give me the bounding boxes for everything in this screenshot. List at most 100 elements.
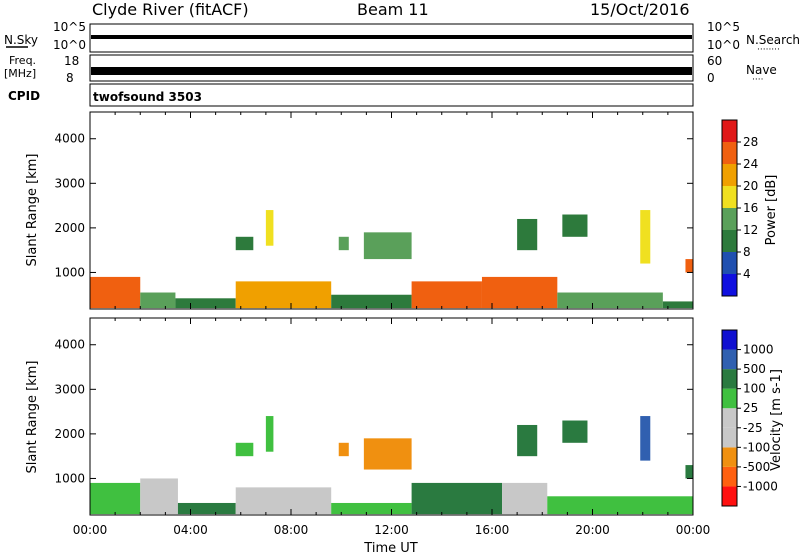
power-ytick-label: 4000 — [54, 132, 85, 146]
power-colorbar-tick-label: 4 — [743, 267, 751, 281]
velocity-cell — [331, 502, 412, 515]
nave-dots: ···· — [752, 75, 763, 85]
velocity-cell — [140, 478, 178, 515]
nsky-label: N.Sky — [4, 33, 38, 47]
velocity-colorbar-segment — [722, 349, 737, 370]
power-colorbar-segment — [722, 208, 737, 230]
freq-trace — [91, 67, 692, 75]
velocity-colorbar-tick-label: -500 — [743, 460, 770, 474]
freq-tick-bottom: 8 — [66, 71, 74, 85]
power-ytick-label: 3000 — [54, 176, 85, 190]
power-cell — [338, 236, 349, 251]
velocity-cell — [235, 487, 332, 515]
velocity-colorbar-segment — [722, 408, 737, 428]
power-cell — [481, 276, 558, 309]
velocity-cell — [685, 465, 693, 479]
velocity-cell — [562, 420, 588, 443]
power-cell — [562, 214, 588, 237]
freq-unit: [MHz] — [4, 67, 36, 80]
nave-tick-top: 60 — [707, 54, 722, 68]
date-title: 15/Oct/2016 — [590, 0, 690, 19]
velocity-cell — [235, 442, 254, 457]
velocity-cell — [363, 438, 412, 470]
time-tick-label: 00:00 — [73, 523, 108, 537]
velocity-cell — [502, 482, 548, 515]
velocity-ytick-label: 4000 — [54, 338, 85, 352]
velocity-colorbar-segment — [722, 466, 737, 487]
nsearch-tick-bottom: 10^0 — [707, 38, 740, 52]
nsearch-label: N.Search — [746, 33, 800, 47]
power-cell — [235, 236, 254, 251]
power-cell — [662, 301, 693, 309]
velocity-colorbar-tick-label: 25 — [743, 401, 758, 415]
power-colorbar-segment — [722, 274, 737, 296]
nsearch-tick-top: 10^5 — [707, 20, 740, 34]
cpid-panel: CPID twofsound 3503 — [8, 83, 694, 107]
velocity-cell — [640, 416, 651, 461]
cpid-label: CPID — [8, 89, 40, 103]
power-cell — [411, 281, 482, 309]
power-colorbar-segment — [722, 230, 737, 252]
beam-title: Beam 11 — [357, 0, 429, 19]
power-cell — [140, 292, 176, 309]
velocity-panel: 1000 2000 3000 4000 Slant Range [km] 00:00 0… — [25, 317, 711, 554]
velocity-ytick-label: 2000 — [54, 427, 85, 441]
power-colorbar-segment — [722, 120, 737, 142]
freq-label: Freq. — [9, 54, 36, 67]
power-cell — [331, 294, 412, 309]
nsky-tick-bottom: 10^0 — [53, 38, 86, 52]
velocity-cell — [411, 482, 503, 515]
power-colorbar-tick-label: 8 — [743, 245, 751, 259]
cpid-program: twofsound 3503 — [93, 90, 202, 104]
nave-tick-bottom: 0 — [707, 71, 715, 85]
power-colorbar-segment — [722, 186, 737, 208]
power-colorbar: 4 8 12 16 20 24 28 Power [dB] — [721, 119, 779, 297]
station-title: Clyde River (fitACF) — [92, 0, 249, 19]
time-tick-label: 04:00 — [173, 523, 208, 537]
power-colorbar-segment — [722, 252, 737, 274]
velocity-colorbar-segment — [722, 369, 737, 389]
nsky-panel: N.Sky 10^5 10^0 10^5 10^0 N.Search ·····… — [4, 20, 800, 55]
power-ytick-label: 1000 — [54, 265, 85, 279]
velocity-ytick-label: 1000 — [54, 471, 85, 485]
time-tick-label: 08:00 — [274, 523, 309, 537]
power-cell — [557, 292, 663, 309]
power-colorbar-tick-label: 20 — [743, 179, 758, 193]
power-colorbar-segment — [722, 164, 737, 186]
power-cell — [235, 281, 332, 309]
velocity-cell — [517, 424, 538, 457]
velocity-colorbar-tick-label: -25 — [743, 421, 763, 435]
power-cell — [517, 218, 538, 251]
power-colorbar-tick-label: 16 — [743, 201, 758, 215]
velocity-colorbar-segment — [722, 427, 737, 448]
velocity-colorbar-tick-label: 500 — [743, 362, 766, 376]
time-tick-label: 00:00 — [676, 523, 711, 537]
velocity-colorbar-segment — [722, 330, 737, 350]
velocity-cell — [547, 496, 693, 515]
power-colorbar-segment — [722, 142, 737, 164]
velocity-colorbar-segment — [722, 447, 737, 467]
time-tick-label: 20:00 — [575, 523, 610, 537]
velocity-cell — [177, 502, 236, 515]
velocity-colorbar-tick-label: -1000 — [743, 479, 778, 493]
power-cell — [175, 298, 236, 309]
power-cell — [685, 259, 693, 273]
velocity-colorbar-segment — [722, 486, 737, 506]
power-colorbar-tick-label: 24 — [743, 157, 758, 171]
velocity-colorbar: 1000 500 100 25 -25 -100 -500 -1000 Velocity [m… — [721, 329, 784, 507]
velocity-colorbar-segment — [722, 388, 737, 409]
velocity-cell — [90, 482, 141, 515]
time-axis-label: Time UT — [363, 541, 417, 554]
power-colorbar-tick-label: 12 — [743, 223, 758, 237]
freq-panel: Freq. [MHz] 18 8 60 0 Nave ···· — [4, 54, 777, 85]
nsky-tick-top: 10^5 — [53, 20, 86, 34]
power-cell — [265, 210, 274, 246]
nsearch-dots: ········ — [757, 45, 780, 55]
velocity-colorbar-tick-label: -100 — [743, 440, 770, 454]
power-panel: 1000 2000 3000 4000 Slant Range [km] — [25, 111, 694, 310]
velocity-cell — [338, 442, 349, 457]
velocity-ylabel: Slant Range [km] — [25, 361, 40, 474]
power-colorbar-tick-label: 28 — [743, 135, 758, 149]
velocity-colorbar-label: Velocity [m s-1] — [769, 369, 784, 471]
